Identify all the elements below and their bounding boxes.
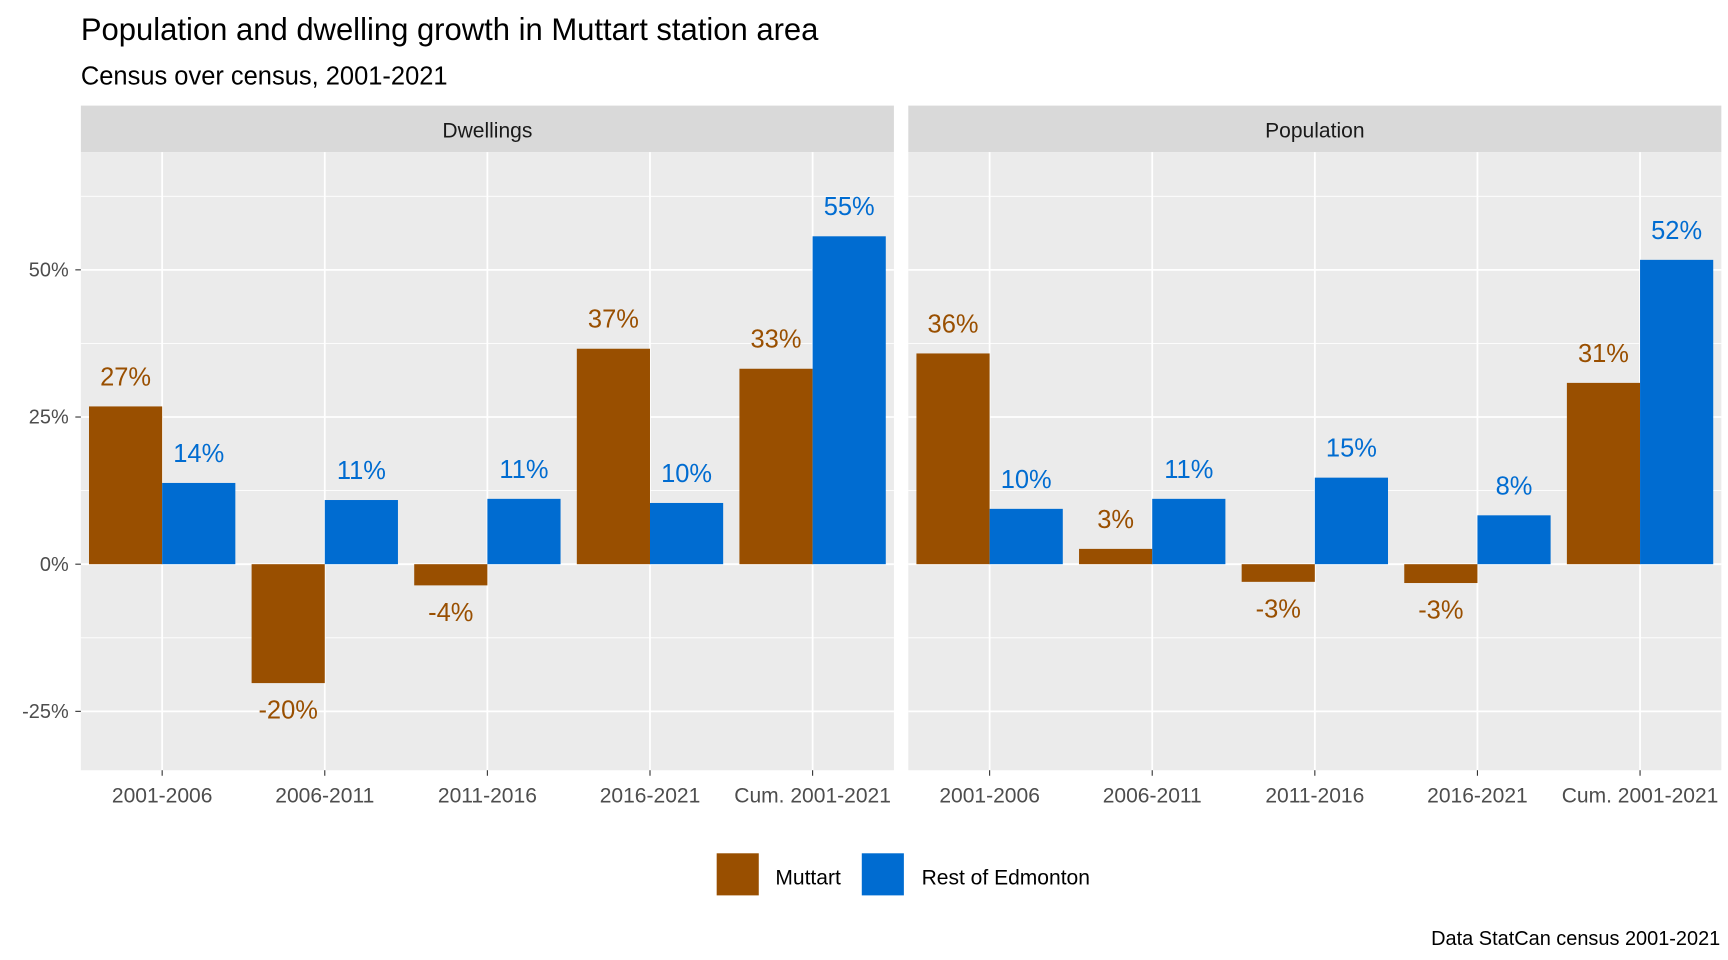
- x-tick-label: Cum. 2001-2021: [1562, 784, 1719, 807]
- data-label: 31%: [1578, 340, 1629, 368]
- data-label: -20%: [258, 697, 317, 725]
- x-tick-label: 2011-2016: [1265, 784, 1364, 807]
- data-label: 52%: [1651, 217, 1702, 245]
- x-tick-label: Cum. 2001-2021: [734, 784, 891, 807]
- bar-muttart: [1241, 564, 1315, 582]
- legend-swatch-rest: [861, 853, 904, 896]
- y-tick-label: 25%: [29, 407, 69, 429]
- data-label: 27%: [100, 363, 151, 391]
- bar-rest-of-edmonton: [1477, 515, 1551, 565]
- data-label: 37%: [588, 306, 639, 334]
- data-label: 15%: [1326, 435, 1377, 463]
- chart-title: Population and dwelling growth in Muttar…: [81, 12, 819, 47]
- x-tick-label: 2011-2016: [438, 784, 537, 807]
- bar-muttart: [1404, 564, 1478, 584]
- data-label: -4%: [428, 599, 473, 627]
- bar-muttart: [916, 353, 990, 565]
- bar-rest-of-edmonton: [649, 502, 724, 565]
- bar-rest-of-edmonton: [1640, 259, 1714, 565]
- y-tick-label: 0%: [40, 554, 69, 576]
- bar-muttart: [414, 564, 488, 586]
- facet-label: Dwellings: [442, 120, 532, 143]
- data-label: -3%: [1418, 596, 1463, 624]
- data-label: 3%: [1097, 506, 1134, 534]
- legend-label-muttart: Muttart: [775, 866, 841, 889]
- bar-rest-of-edmonton: [1314, 477, 1389, 565]
- chart-subtitle: Census over census, 2001-2021: [81, 63, 448, 91]
- facet-label: Population: [1265, 120, 1364, 143]
- y-tick-label: -25%: [22, 701, 69, 723]
- bar-rest-of-edmonton: [812, 236, 886, 565]
- bar-muttart: [1079, 548, 1153, 565]
- bar-rest-of-edmonton: [487, 498, 561, 565]
- data-label: -3%: [1256, 595, 1301, 623]
- facet-strip: [80, 105, 894, 153]
- data-label: 11%: [1164, 456, 1213, 484]
- data-label: 55%: [824, 193, 875, 221]
- data-label: 10%: [1001, 466, 1052, 494]
- x-tick-label: 2001-2006: [939, 784, 1040, 807]
- panels: Dwellings 2001-2006 2006-2011 2011-2016 2016…: [22, 105, 1722, 807]
- x-tick-label: 2001-2006: [112, 784, 213, 807]
- x-tick-label: 2016-2021: [600, 784, 701, 807]
- data-label: 14%: [173, 440, 224, 468]
- caption: Data StatCan census 2001-2021: [1431, 928, 1720, 950]
- data-label: 33%: [751, 326, 802, 354]
- bar-muttart: [88, 406, 163, 565]
- data-label: 11%: [337, 457, 386, 485]
- y-tick-label: 50%: [29, 260, 69, 282]
- facet-strip: [908, 105, 1722, 153]
- bar-rest-of-edmonton: [1152, 498, 1226, 565]
- bar-muttart: [739, 368, 813, 565]
- bar-muttart: [1566, 382, 1641, 565]
- legend-swatch-muttart: [716, 853, 759, 896]
- data-label: 8%: [1496, 472, 1533, 500]
- x-tick-label: 2016-2021: [1427, 784, 1528, 807]
- data-label: 10%: [661, 460, 712, 488]
- data-label: 11%: [499, 456, 548, 484]
- bar-rest-of-edmonton: [989, 508, 1063, 565]
- legend-label-rest: Rest of Edmonton: [922, 866, 1090, 889]
- bar-muttart: [576, 348, 650, 565]
- x-tick-label: 2006-2011: [1103, 784, 1202, 807]
- legend: Muttart Rest of Edmonton: [716, 853, 1090, 896]
- bar-rest-of-edmonton: [324, 500, 398, 565]
- bar-muttart: [251, 564, 325, 684]
- x-tick-label: 2006-2011: [275, 784, 374, 807]
- bar-rest-of-edmonton: [162, 482, 236, 565]
- data-label: 36%: [928, 310, 979, 338]
